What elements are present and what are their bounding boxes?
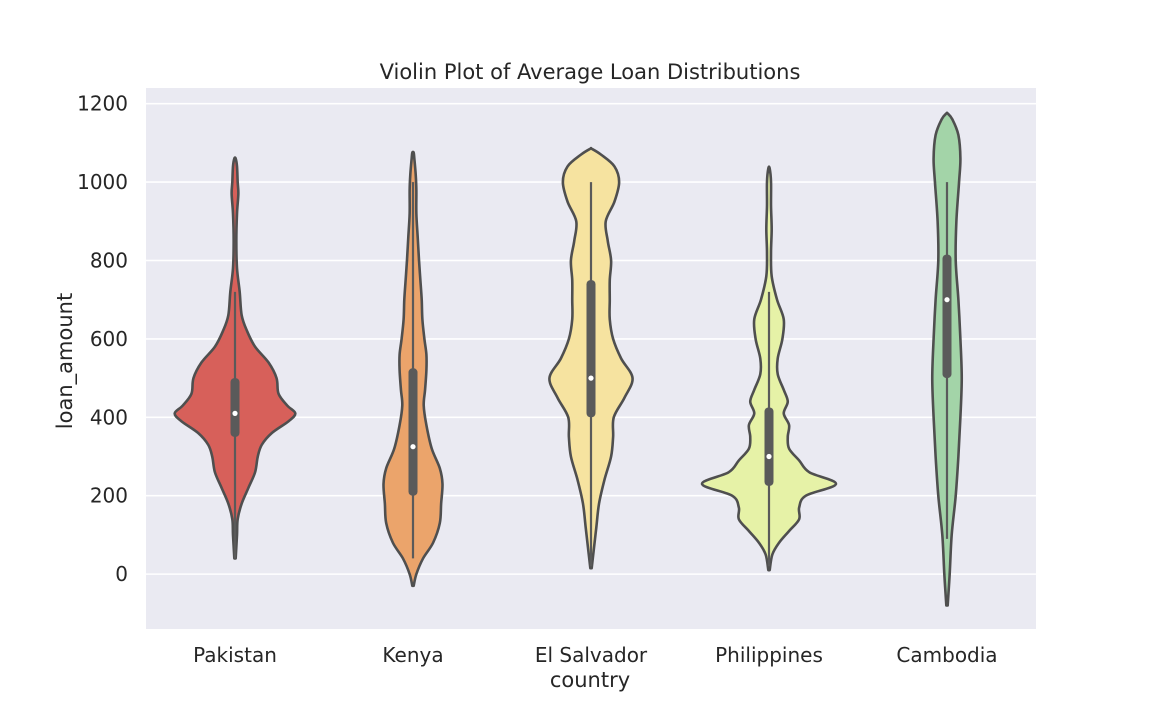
violin-philippines	[700, 165, 838, 572]
y-tick-label: 200	[90, 484, 128, 508]
y-axis-label: loan_amount	[53, 293, 78, 429]
x-tick-label: El Salvador	[535, 643, 648, 667]
median-marker	[766, 453, 772, 460]
iqr-box	[408, 368, 418, 496]
y-tick-label: 600	[90, 327, 128, 351]
violin-cambodia	[930, 111, 964, 607]
x-tick-label: Pakistan	[193, 643, 277, 667]
violins	[173, 111, 964, 607]
violin-pakistan	[173, 156, 297, 560]
x-tick-label: Kenya	[382, 643, 443, 667]
y-tick-label: 1200	[77, 92, 128, 116]
iqr-box	[230, 378, 240, 437]
x-tick-label: Philippines	[715, 643, 823, 667]
x-axis: Pakistan Kenya El Salvador Philippines Cambo…	[193, 643, 997, 667]
y-tick-label: 0	[115, 562, 128, 586]
y-tick-label: 1000	[77, 170, 128, 194]
iqr-box	[586, 280, 596, 418]
violin-kenya	[382, 150, 444, 588]
iqr-box	[942, 254, 952, 379]
y-tick-label: 800	[90, 248, 128, 272]
x-tick-label: Cambodia	[896, 643, 997, 667]
median-marker	[410, 444, 416, 450]
median-marker	[588, 375, 594, 381]
y-axis: 0 200 400 600 800 1000 1200	[77, 92, 128, 586]
median-marker	[232, 410, 238, 416]
chart-title: Violin Plot of Average Loan Distribution…	[380, 60, 801, 84]
violin-el-salvador	[548, 146, 634, 570]
x-axis-label: country	[550, 668, 630, 692]
median-marker	[944, 297, 950, 303]
y-tick-label: 400	[90, 405, 128, 429]
iqr-box	[764, 407, 774, 486]
